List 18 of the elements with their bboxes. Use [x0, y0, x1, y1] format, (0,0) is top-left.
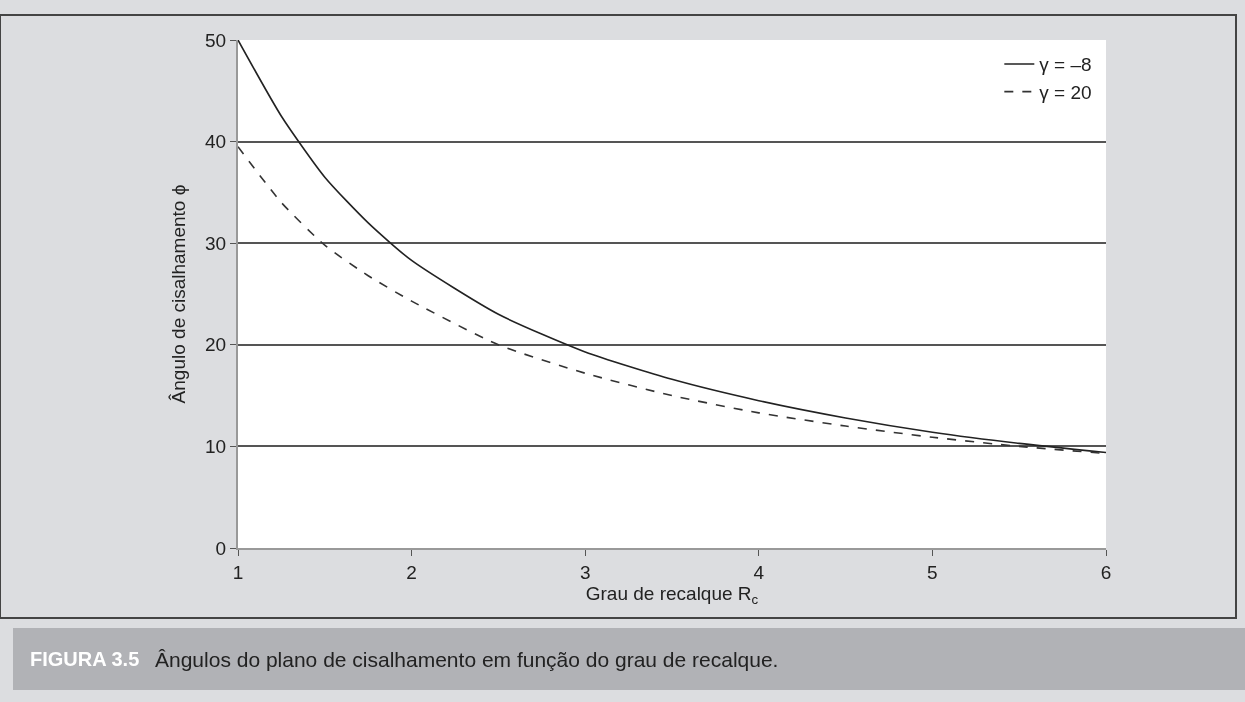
- legend-label: γ = –8: [1039, 54, 1092, 76]
- x-tick-label: 4: [753, 561, 765, 583]
- x-tick-label: 3: [579, 561, 591, 583]
- x-tick-label: 5: [927, 561, 938, 583]
- y-tick-label: 10: [205, 436, 227, 458]
- x-axis-title: Grau de recalque R$_{c}$: [585, 582, 759, 607]
- y-tick-label: 20: [205, 334, 227, 356]
- y-tick-label: 30: [205, 232, 227, 254]
- legend-label: γ = 20: [1039, 82, 1092, 104]
- x-tick-label: 6: [1100, 561, 1112, 583]
- y-tick-label: 40: [205, 131, 227, 153]
- y-axis-title: Ângulo de cisalhamento ϕ: [168, 184, 190, 404]
- x-tick-label: 1: [232, 561, 244, 583]
- y-tick-label: 50: [205, 29, 227, 51]
- text: Ângulos do plano de cisalhamento em função do grau de recalque.: [155, 648, 779, 671]
- y-tick-label: 0: [215, 537, 227, 559]
- x-tick-label: 2: [406, 561, 417, 583]
- text: FIGURA 3.5: [30, 648, 140, 670]
